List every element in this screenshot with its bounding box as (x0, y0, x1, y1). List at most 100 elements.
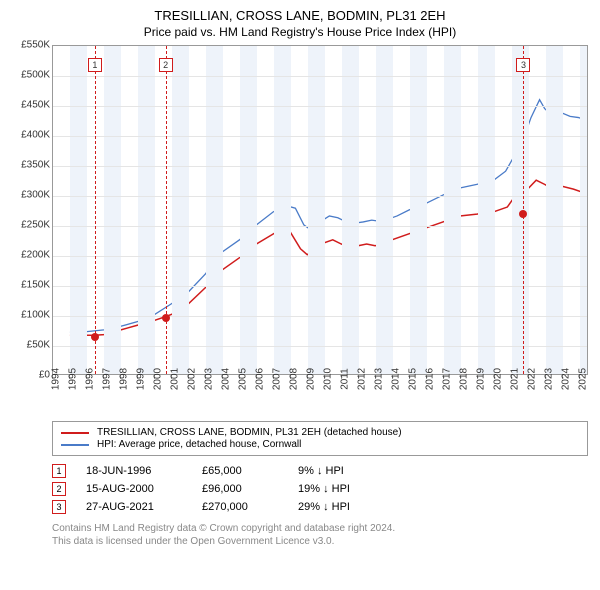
x-tick-label: 1997 (102, 368, 113, 390)
x-tick-label: 2000 (153, 368, 164, 390)
y-tick-label: £400K (21, 130, 50, 141)
plot-area: 1 2 3 (52, 45, 588, 375)
chart-container: TRESILLIAN, CROSS LANE, BODMIN, PL31 2EH… (0, 0, 600, 556)
y-tick-label: £50K (27, 340, 50, 351)
legend-label: HPI: Average price, detached house, Corn… (97, 439, 301, 450)
year-band (104, 46, 121, 374)
sale-marker-box: 3 (516, 58, 530, 72)
sale-marker-dot (519, 210, 527, 218)
x-tick-label: 2001 (170, 368, 181, 390)
sale-index-box: 1 (52, 464, 66, 478)
sale-marker-line (95, 46, 96, 374)
x-tick-label: 2020 (493, 368, 504, 390)
gridline (53, 286, 587, 287)
gridline (53, 106, 587, 107)
year-band (70, 46, 87, 374)
legend: TRESILLIAN, CROSS LANE, BODMIN, PL31 2EH… (52, 421, 588, 456)
x-tick-label: 2008 (289, 368, 300, 390)
x-tick-label: 2021 (510, 368, 521, 390)
sale-price: £65,000 (202, 465, 292, 477)
footer-line1: Contains HM Land Registry data © Crown c… (52, 522, 588, 535)
x-tick-label: 2018 (459, 368, 470, 390)
x-tick-label: 2025 (578, 368, 589, 390)
sale-pct: 19% ↓ HPI (298, 483, 408, 495)
chart-title: TRESILLIAN, CROSS LANE, BODMIN, PL31 2EH (12, 8, 588, 23)
year-band (206, 46, 223, 374)
x-tick-label: 2012 (357, 368, 368, 390)
sale-row: 2 15-AUG-2000 £96,000 19% ↓ HPI (52, 482, 588, 496)
chart-area: £0£50K£100K£150K£200K£250K£300K£350K£400… (12, 45, 588, 415)
x-tick-label: 2024 (561, 368, 572, 390)
x-tick-label: 1996 (85, 368, 96, 390)
year-band (444, 46, 461, 374)
sale-index-box: 2 (52, 482, 66, 496)
x-tick-label: 1999 (136, 368, 147, 390)
year-band (138, 46, 155, 374)
x-tick-label: 2019 (476, 368, 487, 390)
sale-date: 18-JUN-1996 (86, 465, 196, 477)
year-band (410, 46, 427, 374)
y-tick-label: £500K (21, 70, 50, 81)
x-tick-label: 2003 (204, 368, 215, 390)
sale-price: £96,000 (202, 483, 292, 495)
year-band (274, 46, 291, 374)
x-tick-label: 2002 (187, 368, 198, 390)
sale-marker-line (166, 46, 167, 374)
year-band (342, 46, 359, 374)
year-band (546, 46, 563, 374)
x-tick-label: 1998 (119, 368, 130, 390)
y-tick-label: £350K (21, 160, 50, 171)
y-tick-label: £100K (21, 310, 50, 321)
sale-row: 1 18-JUN-1996 £65,000 9% ↓ HPI (52, 464, 588, 478)
sale-pct: 9% ↓ HPI (298, 465, 408, 477)
gridline (53, 196, 587, 197)
gridline (53, 256, 587, 257)
x-tick-label: 2004 (221, 368, 232, 390)
sale-price: £270,000 (202, 501, 292, 513)
x-tick-label: 2011 (340, 368, 351, 390)
sale-date: 15-AUG-2000 (86, 483, 196, 495)
x-tick-label: 1994 (51, 368, 62, 390)
year-band (376, 46, 393, 374)
sale-index-box: 3 (52, 500, 66, 514)
year-band (308, 46, 325, 374)
legend-item: TRESILLIAN, CROSS LANE, BODMIN, PL31 2EH… (61, 427, 579, 438)
x-tick-label: 1995 (68, 368, 79, 390)
x-tick-label: 2007 (272, 368, 283, 390)
sale-marker-box: 2 (159, 58, 173, 72)
sale-marker-dot (91, 333, 99, 341)
legend-label: TRESILLIAN, CROSS LANE, BODMIN, PL31 2EH… (97, 427, 402, 438)
y-tick-label: £0 (39, 370, 50, 381)
year-band (172, 46, 189, 374)
y-axis: £0£50K£100K£150K£200K£250K£300K£350K£400… (12, 45, 52, 375)
x-tick-label: 2023 (544, 368, 555, 390)
footer: Contains HM Land Registry data © Crown c… (52, 522, 588, 548)
gridline (53, 316, 587, 317)
sales-table: 1 18-JUN-1996 £65,000 9% ↓ HPI 2 15-AUG-2000 £… (52, 464, 588, 514)
x-tick-label: 2014 (391, 368, 402, 390)
gridline (53, 226, 587, 227)
footer-line2: This data is licensed under the Open Gov… (52, 535, 588, 548)
x-tick-label: 2015 (408, 368, 419, 390)
x-tick-label: 2006 (255, 368, 266, 390)
chart-subtitle: Price paid vs. HM Land Registry's House … (12, 25, 588, 39)
gridline (53, 166, 587, 167)
x-tick-label: 2022 (527, 368, 538, 390)
sale-row: 327-AUG-2021£270,00029% ↓ HPI (52, 500, 588, 514)
year-band (478, 46, 495, 374)
x-tick-label: 2005 (238, 368, 249, 390)
y-tick-label: £450K (21, 100, 50, 111)
x-tick-label: 2009 (306, 368, 317, 390)
x-tick-label: 2016 (425, 368, 436, 390)
x-axis: 1994199519961997199819992000200120022003… (52, 375, 588, 415)
sale-marker-box: 1 (88, 58, 102, 72)
y-tick-label: £550K (21, 40, 50, 51)
year-band (580, 46, 588, 374)
x-tick-label: 2017 (442, 368, 453, 390)
legend-swatch (61, 444, 89, 446)
year-band (240, 46, 257, 374)
y-tick-label: £150K (21, 280, 50, 291)
y-tick-label: £300K (21, 190, 50, 201)
sale-pct: 29% ↓ HPI (298, 501, 408, 513)
x-tick-label: 2013 (374, 368, 385, 390)
